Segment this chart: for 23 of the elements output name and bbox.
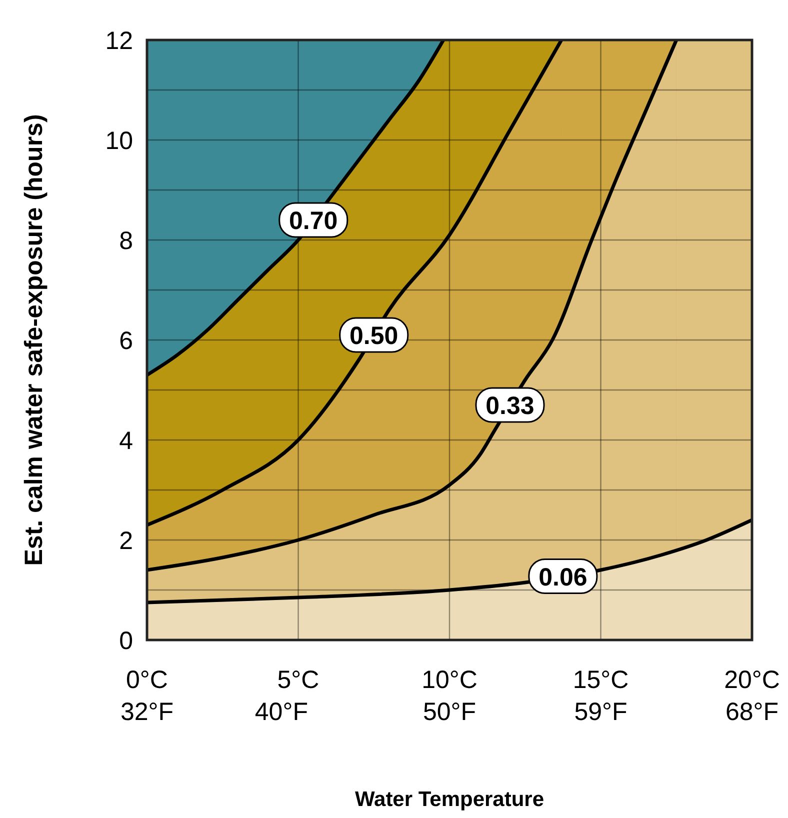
series-label: 0.70 xyxy=(289,207,338,235)
y-tick-label: 6 xyxy=(119,327,133,355)
series-label: 0.33 xyxy=(486,392,534,420)
x-tick-label: 15°C xyxy=(572,666,629,694)
y-tick-label: 8 xyxy=(119,227,133,255)
x2-tick-label: 50°F xyxy=(422,698,476,726)
x2-tick-label: 32°F xyxy=(120,698,174,726)
x2-tick-label: 68°F xyxy=(725,698,779,726)
y-tick-label: 10 xyxy=(105,127,133,155)
x-tick-label: 5°C xyxy=(277,666,320,694)
y-axis-title: Est. calm water safe-exposure (hours) xyxy=(20,114,48,566)
x-tick-label: 0°C xyxy=(126,666,168,694)
x2-tick-label: 40°F xyxy=(254,698,308,726)
x-axis-title: Water Temperature xyxy=(354,788,544,811)
series-label: 0.06 xyxy=(538,563,588,592)
x-tick-label: 20°C xyxy=(724,666,780,694)
y-tick-label: 0 xyxy=(119,627,133,655)
x-tick-label: 10°C xyxy=(422,666,478,694)
y-tick-label: 12 xyxy=(105,27,133,55)
y-tick-label: 2 xyxy=(119,527,133,555)
y-tick-label: 4 xyxy=(119,427,134,455)
series-label: 0.50 xyxy=(350,322,398,350)
x2-tick-label: 59°F xyxy=(574,698,628,726)
